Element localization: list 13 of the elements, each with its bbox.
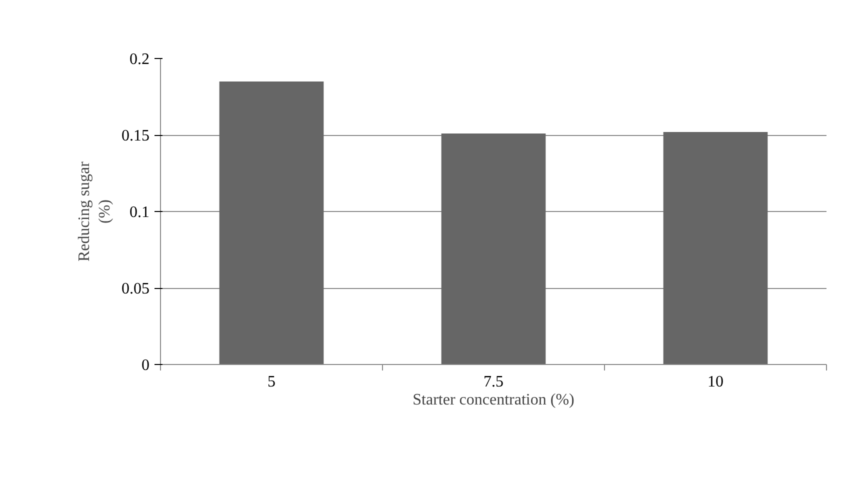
bar (441, 133, 546, 364)
y-axis-title: Reducing sugar (%) (76, 160, 114, 262)
y-tick-label: 0.2 (130, 51, 150, 68)
y-tick-label: 0.1 (130, 204, 150, 221)
bar (663, 132, 768, 364)
x-tick-label: 7.5 (484, 374, 504, 390)
x-tick-label: 10 (708, 374, 724, 390)
y-tick-label: 0.15 (122, 128, 150, 144)
y-tick-label: 0.05 (122, 280, 150, 298)
bar (219, 81, 324, 364)
y-tick-label: 0 (142, 357, 150, 374)
x-axis-title: Starter concentration (%) (412, 392, 574, 408)
x-tick-label: 5 (268, 374, 276, 390)
